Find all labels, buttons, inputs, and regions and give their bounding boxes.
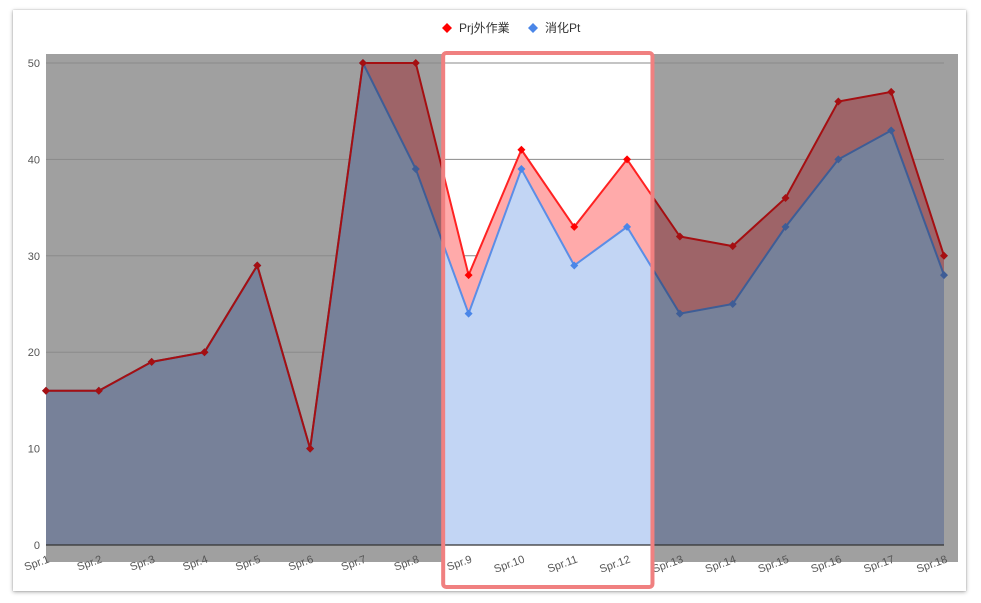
- point-prj-7: [358, 59, 367, 67]
- legend-label: Prj外作業: [459, 21, 510, 35]
- series-line-prj: [442, 147, 654, 279]
- point-shoka-18: [940, 271, 948, 280]
- legend-label: 消化Pt: [545, 21, 581, 35]
- series-band-prj: [653, 91, 944, 314]
- point-prj-9: [464, 271, 473, 280]
- series-line-prj: [46, 62, 443, 449]
- x-tick-label: Spr.1: [23, 554, 51, 574]
- point-prj-17: [887, 87, 896, 96]
- point-prj-15: [781, 193, 790, 202]
- x-tick-label: Spr.10: [492, 554, 526, 576]
- point-shoka-14: [728, 300, 737, 308]
- point-prj-10: [517, 145, 526, 154]
- dimmed-areas-right: [653, 87, 948, 545]
- point-prj-6: [306, 444, 315, 453]
- point-prj-1: [42, 386, 50, 395]
- point-prj-12: [623, 155, 632, 164]
- point-prj-18: [940, 251, 948, 260]
- series-area-shoka: [653, 130, 944, 545]
- legend-marker: [528, 23, 538, 33]
- y-tick-label: 0: [34, 540, 40, 552]
- point-prj-11: [570, 222, 579, 231]
- dimmed-areas-left: [42, 59, 443, 545]
- legend: Prj外作業 消化Pt: [442, 21, 581, 35]
- point-prj-8: [411, 59, 420, 67]
- point-shoka-16: [834, 155, 843, 164]
- point-prj-3: [147, 357, 156, 366]
- point-shoka-11: [570, 261, 579, 270]
- y-tick-label: 10: [28, 444, 40, 456]
- point-prj-2: [94, 386, 103, 395]
- series-line-shoka: [442, 166, 654, 317]
- point-prj-16: [834, 97, 843, 106]
- series-line-prj: [653, 90, 945, 257]
- highlight-frame: [441, 51, 655, 589]
- series-band-prj: [46, 63, 443, 449]
- x-tick-label: Spr.12: [598, 554, 632, 576]
- point-shoka-9: [464, 309, 473, 318]
- series-line-shoka: [653, 129, 945, 315]
- point-prj-14: [728, 242, 737, 251]
- series-area-shoka: [46, 63, 443, 545]
- y-tick-label: 40: [28, 154, 40, 166]
- y-tick-label: 20: [28, 347, 40, 359]
- point-prj-13: [675, 232, 684, 241]
- series-area-shoka: [442, 169, 654, 545]
- y-tick-label: 30: [28, 251, 40, 263]
- x-tick-label: Spr.9: [445, 554, 473, 574]
- highlight-areas: [442, 145, 654, 545]
- point-shoka-12: [623, 222, 632, 231]
- y-axis-ticks: 0 10 20 30 40 50: [28, 58, 40, 552]
- point-prj-5: [253, 261, 262, 270]
- point-shoka-10: [517, 165, 526, 174]
- y-tick-label: 50: [28, 58, 40, 70]
- point-shoka-15: [781, 222, 790, 231]
- point-shoka-13: [675, 309, 684, 318]
- point-prj-4: [200, 348, 209, 357]
- point-shoka-8: [411, 165, 420, 174]
- legend-marker: [442, 23, 452, 33]
- x-tick-label: Spr.11: [546, 554, 579, 576]
- point-shoka-17: [887, 126, 896, 135]
- highlight-rectangle: [441, 51, 655, 589]
